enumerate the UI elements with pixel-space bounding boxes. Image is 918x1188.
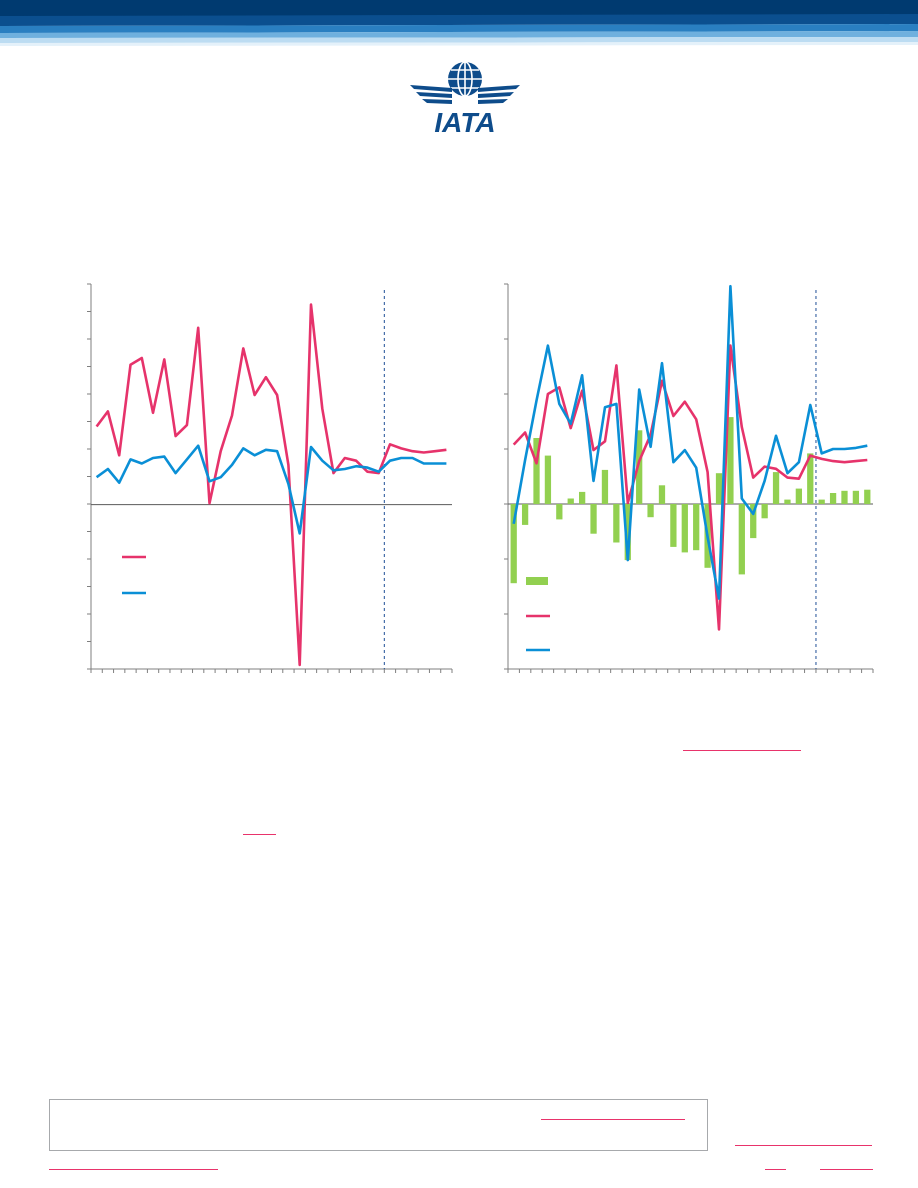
bar	[681, 504, 688, 553]
logo-wordmark: IATA	[434, 107, 495, 138]
iata-logo: IATA	[402, 58, 528, 138]
series-line-1	[512, 344, 868, 631]
bar	[750, 504, 757, 539]
bar	[636, 430, 643, 504]
bar	[567, 498, 574, 504]
bar	[579, 491, 586, 504]
bar	[590, 504, 597, 534]
bar	[738, 504, 745, 575]
left-chart	[87, 283, 453, 673]
bar	[795, 488, 802, 504]
note-box-link[interactable]	[541, 1119, 685, 1120]
bar	[761, 504, 768, 519]
bar	[864, 489, 871, 504]
bar	[852, 490, 860, 504]
body-link-1[interactable]	[683, 750, 801, 751]
bar	[544, 455, 552, 504]
bar	[510, 504, 517, 584]
bar	[533, 438, 540, 504]
bar	[647, 504, 654, 518]
footer-link-end[interactable]	[820, 1169, 873, 1170]
body-link-2[interactable]	[243, 834, 276, 835]
bar	[807, 453, 814, 504]
bar	[613, 504, 620, 543]
bar	[818, 499, 825, 504]
right-chart	[504, 283, 874, 673]
legend-key-bar	[526, 577, 548, 585]
bar	[556, 504, 563, 520]
series-line-2	[512, 284, 868, 600]
bar	[784, 499, 791, 504]
bar	[521, 504, 529, 525]
bar	[693, 504, 700, 551]
series-line-2	[95, 444, 447, 535]
footer-link-left[interactable]	[49, 1169, 218, 1170]
bar	[670, 504, 677, 547]
bar	[658, 485, 666, 504]
bar	[715, 473, 723, 504]
header-banner	[0, 0, 918, 48]
footer-link-right[interactable]	[735, 1145, 872, 1146]
bar	[601, 469, 609, 504]
series-line-1	[95, 303, 447, 667]
note-box	[49, 1099, 708, 1151]
bar	[829, 493, 837, 504]
bar	[841, 490, 848, 504]
bar	[727, 417, 734, 504]
bar	[624, 504, 631, 561]
footer-link-small[interactable]	[765, 1169, 786, 1170]
bar	[772, 472, 780, 504]
